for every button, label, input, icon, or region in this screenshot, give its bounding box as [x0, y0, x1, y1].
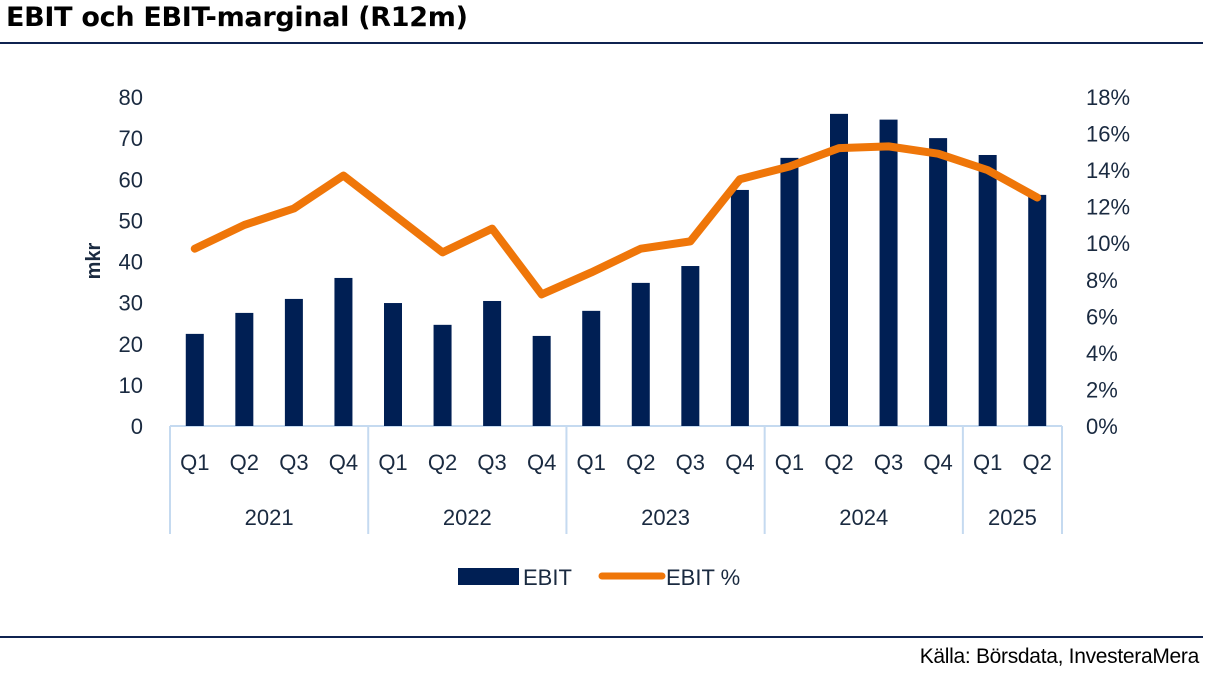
left-axis-ticks: 0 10 20 30 40 50 60 70 80	[119, 85, 143, 439]
quarter-label: Q3	[477, 450, 506, 475]
left-tick-label: 50	[119, 208, 143, 233]
right-tick-label: 2%	[1086, 377, 1118, 402]
ebit-bar	[284, 298, 303, 426]
ebit-bar	[631, 282, 650, 426]
right-tick-label: 16%	[1086, 122, 1130, 147]
quarter-label: Q3	[874, 450, 903, 475]
ebit-bar	[879, 119, 898, 427]
quarter-label: Q1	[973, 450, 1002, 475]
right-axis-ticks: 0% 2% 4% 6% 8% 10% 12% 14% 16% 18%	[1086, 85, 1130, 439]
ebit-bar	[235, 312, 254, 426]
ebit-bar	[185, 333, 204, 426]
year-label: 2025	[988, 505, 1037, 530]
chart-title: EBIT och EBIT-marginal (R12m)	[6, 2, 468, 33]
quarter-label: Q4	[329, 450, 358, 475]
quarter-label: Q2	[824, 450, 853, 475]
quarter-label: Q2	[428, 450, 457, 475]
quarter-label: Q3	[279, 450, 308, 475]
ebit-margin-line	[190, 142, 1042, 299]
ebit-bar	[730, 189, 749, 426]
ebit-bar	[681, 266, 700, 426]
quarter-label: Q4	[527, 450, 556, 475]
left-tick-label: 60	[119, 167, 143, 192]
quarter-label: Q2	[230, 450, 259, 475]
title-divider	[0, 42, 1203, 44]
category-labels: Q1 Q2 Q3 Q4 2021 Q1 Q2 Q3 Q4 2022 Q1 Q2 Q3 Q4 2023 Q1 Q2…	[180, 450, 1052, 530]
year-label: 2021	[245, 505, 294, 530]
quarter-label: Q1	[577, 450, 606, 475]
legend-ebit-label: EBIT	[523, 565, 572, 590]
legend: EBIT EBIT %	[458, 565, 740, 590]
right-tick-label: 8%	[1086, 268, 1118, 293]
ebit-bar	[582, 310, 601, 426]
right-tick-label: 12%	[1086, 195, 1130, 220]
ebit-bar	[780, 157, 799, 427]
left-tick-label: 40	[119, 250, 143, 275]
year-label: 2023	[641, 505, 690, 530]
quarter-label: Q2	[1023, 450, 1052, 475]
right-tick-label: 14%	[1086, 158, 1130, 183]
quarter-label: Q1	[775, 450, 804, 475]
quarter-label: Q4	[725, 450, 754, 475]
left-axis-title: mkr	[83, 242, 105, 279]
quarter-label: Q1	[180, 450, 209, 475]
year-label: 2022	[443, 505, 492, 530]
source-note: Källa: Börsdata, InvesteraMera	[919, 645, 1200, 668]
quarter-label: Q1	[378, 450, 407, 475]
ebit-bar	[978, 154, 997, 426]
right-tick-label: 0%	[1086, 414, 1118, 439]
ebit-bar	[384, 303, 402, 426]
ebit-bars	[185, 113, 1047, 427]
left-tick-label: 80	[119, 85, 143, 110]
legend-ebit-swatch	[458, 568, 519, 585]
ebit-bar	[433, 324, 452, 426]
category-axis	[169, 425, 1063, 534]
ebit-bar	[334, 277, 353, 426]
footer-divider	[0, 636, 1203, 638]
quarter-label: Q2	[626, 450, 655, 475]
ebit-bar	[532, 335, 551, 426]
ebit-bar	[929, 138, 948, 426]
right-tick-label: 18%	[1086, 85, 1130, 110]
right-tick-label: 10%	[1086, 231, 1130, 256]
ebit-bar	[830, 113, 848, 426]
left-tick-label: 70	[119, 126, 143, 151]
quarter-label: Q4	[923, 450, 952, 475]
left-tick-label: 10	[119, 373, 143, 398]
left-tick-label: 0	[131, 414, 143, 439]
left-tick-label: 20	[119, 332, 143, 357]
legend-ebit-margin-label: EBIT %	[666, 565, 740, 590]
right-tick-label: 4%	[1086, 341, 1118, 366]
year-label: 2024	[839, 505, 888, 530]
ebit-bar	[483, 300, 502, 426]
ebit-bar	[1028, 194, 1047, 426]
left-tick-label: 30	[119, 291, 143, 316]
right-tick-label: 6%	[1086, 304, 1118, 329]
quarter-label: Q3	[676, 450, 705, 475]
